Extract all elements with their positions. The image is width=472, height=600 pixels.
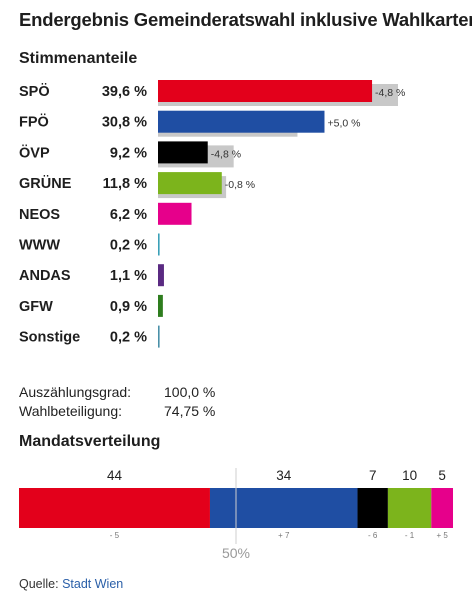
chart-title: Endergebnis Gemeinderatswahl inklusive W… — [19, 9, 472, 30]
stat-label: Auszählungsgrad: — [19, 384, 132, 400]
majority-label: 50% — [222, 545, 250, 561]
stat-value: 100,0 % — [164, 384, 216, 400]
stats-block: Auszählungsgrad: 100,0 % Wahlbeteiligung… — [19, 383, 319, 421]
change-label: +5,0 % — [327, 118, 360, 130]
vote-bar — [158, 325, 160, 348]
vote-bar — [158, 233, 160, 256]
vote-bar — [158, 110, 325, 133]
seat-segment — [209, 488, 358, 528]
stat-value: 74,75 % — [164, 403, 216, 419]
party-label--vp: ÖVP — [19, 144, 50, 161]
vote-bar — [158, 264, 164, 287]
source-line: Quelle: Stadt Wien — [19, 577, 123, 591]
party-percent: 1,1 % — [110, 268, 147, 284]
party-percent: 0,9 % — [110, 299, 147, 315]
vote-bar — [158, 172, 222, 195]
party-percent: 0,2 % — [110, 238, 147, 254]
party-percent: 30,8 % — [102, 115, 147, 131]
party-label-gr-ne: GRÜNE — [19, 175, 72, 192]
stat-row-counting: Auszählungsgrad: 100,0 % — [19, 383, 319, 402]
votes-subtitle: Stimmenanteile — [19, 50, 138, 67]
party-label-gfw: GFW — [19, 299, 53, 315]
seat-change: + 5 — [436, 531, 448, 540]
party-percent: 11,8 % — [103, 176, 147, 192]
source-link[interactable]: Stadt Wien — [62, 577, 124, 591]
vote-bar — [158, 80, 373, 102]
change-label: -0,8 % — [225, 179, 255, 191]
seat-change: + 7 — [278, 531, 290, 540]
seat-change: - 5 — [110, 531, 120, 540]
party-label-sp-: SPÖ — [19, 83, 50, 100]
change-label: -4,8 % — [375, 87, 405, 99]
vote-bar — [158, 202, 192, 225]
stat-row-turnout: Wahlbeteiligung: 74,75 % — [19, 402, 319, 421]
party-percent: 39,6 % — [102, 84, 147, 100]
seat-change: - 6 — [368, 531, 378, 540]
seat-count: 10 — [402, 468, 417, 483]
party-percent: 9,2 % — [110, 145, 147, 161]
party-percent: 6,2 % — [110, 207, 147, 223]
seat-count: 5 — [438, 468, 446, 483]
seat-segment — [431, 488, 453, 528]
party-label-sonstige: Sonstige — [19, 330, 80, 346]
seat-count: 7 — [369, 468, 377, 483]
party-label-andas: ANDAS — [19, 268, 71, 284]
party-label-www: WWW — [19, 238, 60, 254]
seat-segment — [19, 488, 210, 528]
vote-share-chart: SPÖ 39,6 % -4,8 % FPÖ 30,8 % +5,0 % ÖVP 9,2 % -4… — [19, 80, 405, 348]
seat-count: 34 — [276, 468, 292, 483]
party-percent: 0,2 % — [110, 330, 147, 346]
seat-count: 44 — [107, 468, 123, 483]
change-label: -4,8 % — [211, 148, 241, 160]
stat-label: Wahlbeteiligung: — [19, 403, 122, 419]
seat-change: - 1 — [405, 531, 415, 540]
vote-bar — [158, 141, 208, 164]
vote-bar — [158, 294, 163, 317]
party-label-neos: NEOS — [19, 207, 60, 223]
party-label-fp-: FPÖ — [19, 114, 49, 131]
source-prefix: Quelle: — [19, 577, 63, 591]
seat-segment — [357, 488, 388, 528]
mandate-title: Mandatsverteilung — [19, 433, 161, 450]
seat-segment — [387, 488, 432, 528]
seat-distribution-chart: 44 - 5 34 + 7 7 - 6 10 - 1 5 + 5 50% — [19, 468, 453, 561]
